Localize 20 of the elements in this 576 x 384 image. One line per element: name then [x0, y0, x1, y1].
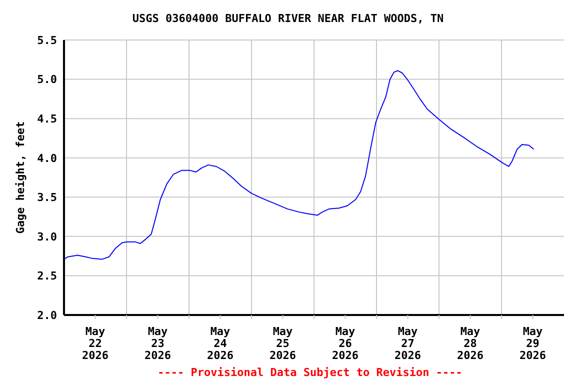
- x-tick-label: May 26 2026: [332, 325, 359, 362]
- y-tick-label: 5.5: [37, 34, 57, 47]
- x-tick-label: May 23 2026: [144, 325, 172, 362]
- y-tick-label: 2.5: [37, 270, 57, 283]
- x-tick-label: May 28 2026: [457, 325, 484, 362]
- x-tick-label: May 27 2026: [394, 325, 422, 362]
- y-tick-label: 2.0: [37, 308, 57, 322]
- y-tick-label: 4.0: [37, 152, 57, 165]
- x-tick-label: May 24 2026: [207, 325, 234, 362]
- line-series: [64, 70, 534, 260]
- y-tick-label: 5.0: [37, 73, 57, 86]
- y-tick-label: 4.5: [37, 112, 57, 126]
- x-tick-label: May 22 2026: [82, 325, 109, 362]
- chart-title: USGS 03604000 BUFFALO RIVER NEAR FLAT WOODS, TN: [131, 11, 445, 27]
- y-axis-title: Gage height, feet: [14, 121, 27, 234]
- x-tick-label: May 29 2026: [520, 325, 546, 362]
- y-tick-label: 3.0: [37, 230, 57, 244]
- text: ---- Provisional Data Subject to Revision ----: [156, 366, 464, 379]
- y-tick-label: 3.5: [37, 191, 57, 204]
- x-tick-label: May 25 2026: [270, 325, 296, 362]
